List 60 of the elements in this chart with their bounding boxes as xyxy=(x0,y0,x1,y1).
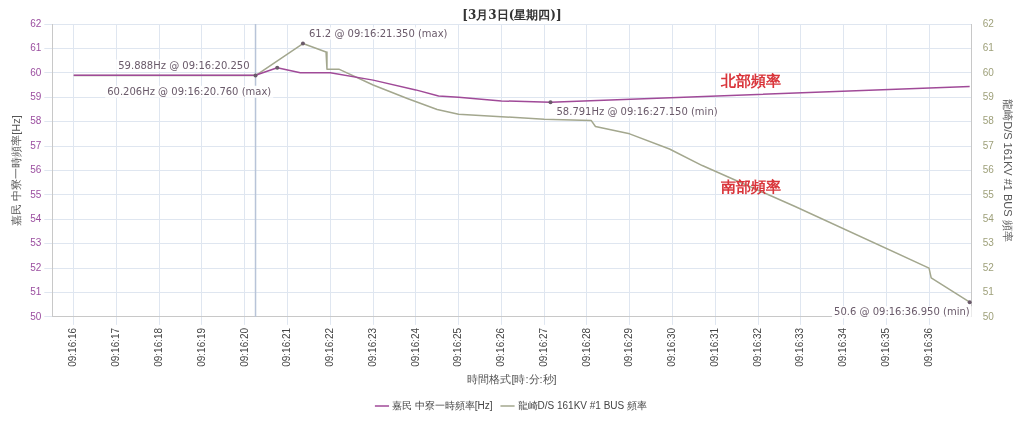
y-tick-label: 60 xyxy=(30,66,42,78)
x-tick-label: 09:16:31 xyxy=(708,327,720,367)
x-tick-label: 09:16:35 xyxy=(879,327,891,367)
x-tick-label: 09:16:20 xyxy=(238,327,250,367)
x-tick-label: 09:16:24 xyxy=(409,327,421,367)
legend-label: 嘉民 中寮一時頻率[Hz] xyxy=(391,399,493,411)
y-tick-label: 54 xyxy=(30,213,42,224)
annotation: 58.791Hz @ 09:16:27.150 (min) xyxy=(556,106,718,118)
y2-axis-title: 龍崎D/S 161KV #1 BUS 頻率 xyxy=(1002,99,1015,242)
y2-tick-label: 60 xyxy=(982,66,995,78)
y-tick-label: 52 xyxy=(30,261,42,273)
y2-tick-label: 58 xyxy=(982,115,995,127)
y-tick-label: 51 xyxy=(30,286,42,298)
x-tick-label: 09:16:29 xyxy=(623,327,635,367)
x-tick-label: 09:16:27 xyxy=(537,327,549,367)
x-axis-title: 時間格式[時:分:秒] xyxy=(467,373,557,386)
y2-tick-label: 51 xyxy=(982,286,995,298)
y-axis-title: 嘉民 中寮一時頻率[Hz] xyxy=(9,115,22,226)
x-tick-label: 09:16:16 xyxy=(67,327,79,367)
legend-label: 龍崎D/S 161KV #1 BUS 頻率 xyxy=(517,399,648,411)
y2-tick-label: 54 xyxy=(982,213,995,224)
x-tick-label: 09:16:18 xyxy=(153,327,165,367)
y2-tick-label: 50 xyxy=(982,310,995,322)
x-tick-label: 09:16:32 xyxy=(751,327,763,367)
y-tick-label: 57 xyxy=(30,139,42,151)
y-tick-label: 59 xyxy=(30,90,42,102)
y2-tick-label: 59 xyxy=(982,90,995,102)
y-tick-label: 55 xyxy=(30,188,42,200)
x-tick-label: 09:16:23 xyxy=(366,327,378,367)
y-tick-label: 50 xyxy=(30,310,42,322)
y-tick-label: 58 xyxy=(30,115,42,127)
y2-tick-label: 52 xyxy=(982,261,995,273)
y-tick-label: 56 xyxy=(30,164,42,176)
y-tick-label: 62 xyxy=(30,17,42,29)
x-tick-label: 09:16:22 xyxy=(324,327,336,367)
x-tick-label: 09:16:34 xyxy=(837,327,849,367)
x-tick-label: 09:16:26 xyxy=(495,327,507,367)
y2-tick-label: 57 xyxy=(982,139,995,151)
y-tick-label: 53 xyxy=(30,237,42,249)
y2-tick-label: 53 xyxy=(982,237,995,249)
annotation: 南部頻率 xyxy=(720,177,782,196)
y2-tick-label: 61 xyxy=(982,42,995,54)
x-tick-label: 09:16:25 xyxy=(452,327,464,367)
y-tick-label: 61 xyxy=(30,42,42,54)
annotation: 50.6 @ 09:16:36.950 (min) xyxy=(834,306,970,318)
x-tick-label: 09:16:33 xyxy=(794,327,806,367)
annotation: 60.206Hz @ 09:16:20.760 (max) xyxy=(107,85,272,97)
chart-title: [3月3日(星期四)] xyxy=(462,8,562,23)
x-tick-label: 09:16:21 xyxy=(281,327,293,367)
y2-tick-label: 56 xyxy=(982,164,995,176)
y2-tick-label: 62 xyxy=(982,17,995,29)
x-tick-label: 09:16:28 xyxy=(580,327,592,367)
x-tick-label: 09:16:30 xyxy=(666,327,678,367)
annotation: 北部頻率 xyxy=(720,72,782,91)
y2-tick-label: 55 xyxy=(982,188,995,200)
annotation: 59.888Hz @ 09:16:20.250 xyxy=(118,59,250,71)
x-tick-label: 09:16:36 xyxy=(922,327,934,367)
x-tick-label: 09:16:19 xyxy=(195,327,207,367)
x-tick-label: 09:16:17 xyxy=(110,327,122,367)
annotation: 61.2 @ 09:16:21.350 (max) xyxy=(308,27,448,39)
